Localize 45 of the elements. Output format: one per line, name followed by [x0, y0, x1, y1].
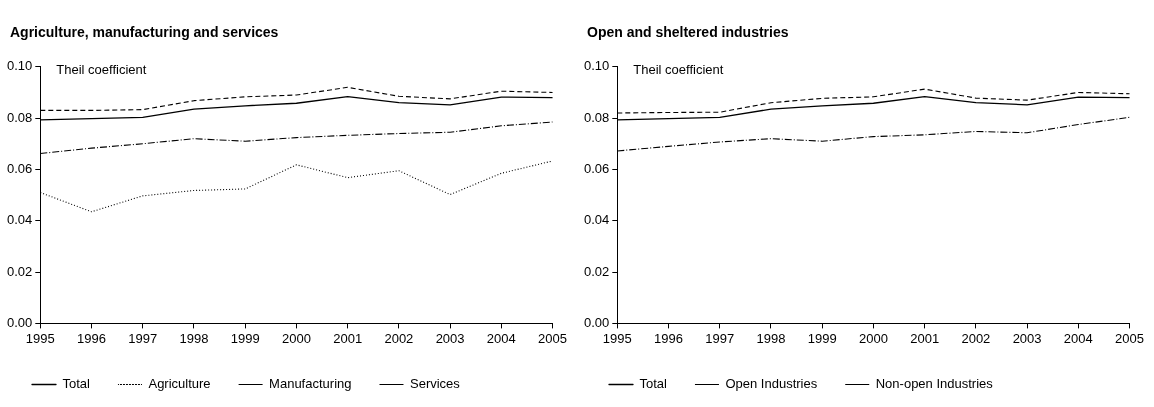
x-tick-label: 2004 [1063, 330, 1093, 346]
x-tick-label: 2005 [1115, 330, 1144, 346]
x-tick-label: 1995 [25, 330, 55, 346]
legend-label: Manufacturing [269, 376, 352, 392]
legend-label: Open Industries [725, 376, 818, 392]
legend-label: Total [62, 376, 91, 392]
legend-label: Non-open Industries [875, 376, 994, 392]
y-tick-label: 0.08 [6, 109, 33, 125]
x-tick-label: 1996 [77, 330, 106, 346]
y-tick-label: 0.10 [583, 58, 610, 74]
y-tick-label: 0.08 [583, 109, 610, 125]
y-tick-label: 0.02 [583, 263, 610, 279]
x-tick-label: 1997 [705, 330, 735, 346]
x-tick-label: 1996 [654, 330, 683, 346]
y-axis-title: Theil coefficient [56, 62, 147, 78]
x-tick-label: 2002 [384, 330, 414, 346]
x-tick-label: 2005 [538, 330, 567, 346]
chart-title: Open and sheltered industries [587, 24, 789, 40]
y-tick-label: 0.04 [583, 212, 610, 228]
x-tick-label: 2004 [486, 330, 516, 346]
x-tick-label: 1999 [230, 330, 260, 346]
chart-title: Agriculture, manufacturing and services [10, 24, 279, 40]
x-tick-label: 2000 [281, 330, 311, 346]
legend-label: Total [639, 376, 668, 392]
x-tick-label: 2003 [435, 330, 465, 346]
y-tick-label: 0.10 [6, 58, 33, 74]
x-tick-label: 2001 [333, 330, 363, 346]
x-tick-label: 1997 [128, 330, 158, 346]
x-tick-label: 2000 [858, 330, 888, 346]
y-axis-title: Theil coefficient [633, 62, 724, 78]
y-tick-label: 0.02 [6, 263, 33, 279]
y-tick-label: 0.04 [6, 212, 33, 228]
legend-label: Services [409, 376, 461, 392]
y-tick-label: 0.00 [6, 314, 33, 330]
x-tick-label: 1999 [807, 330, 837, 346]
legend-label: Agriculture [148, 376, 211, 392]
x-tick-label: 2001 [910, 330, 940, 346]
y-tick-label: 0.06 [6, 161, 33, 177]
x-tick-label: 1998 [756, 330, 786, 346]
x-tick-label: 2002 [961, 330, 991, 346]
x-tick-label: 1998 [179, 330, 209, 346]
y-tick-label: 0.06 [583, 161, 610, 177]
x-tick-label: 1995 [602, 330, 632, 346]
x-tick-label: 2003 [1012, 330, 1042, 346]
y-tick-label: 0.00 [583, 314, 610, 330]
